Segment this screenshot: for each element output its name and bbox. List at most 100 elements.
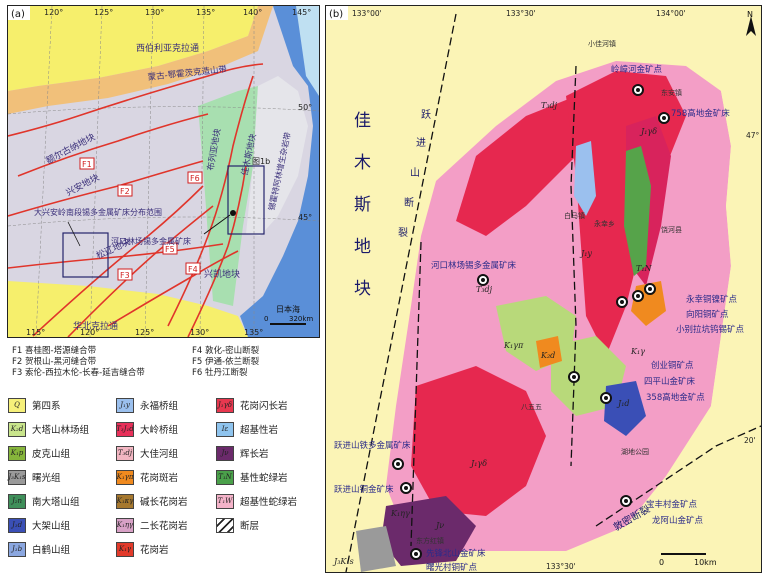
legend-label: 大架山组 xyxy=(32,521,71,532)
town-label: 东方红镇 xyxy=(416,536,444,545)
tick-label: 140° xyxy=(243,8,262,17)
tick-label: 133°30' xyxy=(546,562,576,571)
legend-label: 大岭桥组 xyxy=(140,425,179,436)
legend-item: T₃dj 大佳河组 xyxy=(116,445,178,461)
legend-swatch: J₁γδ xyxy=(216,397,234,413)
block-title-char: 斯 xyxy=(354,195,371,215)
legend-swatch: K₁γ xyxy=(116,541,134,557)
tick-label: 47° xyxy=(746,131,760,140)
tick-label: 45° xyxy=(298,213,312,222)
tick-label: 120° xyxy=(80,328,99,337)
deposit-label: 河口林场锡多金属矿床 xyxy=(431,260,517,271)
fault-name-char: 裂 xyxy=(398,226,408,239)
fault-name-char: 断 xyxy=(404,196,414,209)
geologic-map-svg: 岭嶂河金矿点 758高地金矿床 河口林场锡多金属矿床 永幸铜镍矿点 向阳铜矿点 … xyxy=(326,6,761,572)
tick-label: 145° xyxy=(292,8,311,17)
fault-name-char: 进 xyxy=(416,137,426,149)
callout-text-2: 河口林场锡多金属矿床 xyxy=(111,236,191,246)
tick-label: 20' xyxy=(744,436,756,445)
legend-label: 碱长花岗岩 xyxy=(140,497,188,508)
legend-swatch: K₁γπ xyxy=(116,469,134,485)
deposit-label: 小别拉坑钨锡矿点 xyxy=(676,324,745,335)
deposit-marker-core xyxy=(636,88,640,92)
granodiorite-body-south xyxy=(411,366,546,516)
lithology-legend: Q 第四系 K₂d 大塔山林场组 K₁p 皮克山组 J₃K₁s 曙光组 J₂n 南大塔山组 J₁d 大… xyxy=(8,397,320,572)
fault-label-group: F1 F2 F3 F4 F5 F6 xyxy=(79,157,203,281)
legend-item: K₁γ 花岗岩 xyxy=(116,541,169,557)
deposit-label: 岭嶂河金矿点 xyxy=(611,64,663,75)
panel-b-geologic-map: 岭嶂河金矿点 758高地金矿床 河口林场锡多金属矿床 永幸铜镍矿点 向阳铜矿点 … xyxy=(325,5,762,573)
unit-label: Jν xyxy=(434,521,444,530)
legend-label: 大塔山林场组 xyxy=(32,425,90,436)
legend-swatch: K₁p xyxy=(8,445,26,461)
legend-swatch: J₁d xyxy=(8,517,26,533)
fault-legend-item: F1 喜桂图-塔源缝合带 xyxy=(12,346,97,356)
legend-label: 断层 xyxy=(240,521,260,532)
unit-label: J₁γδ xyxy=(469,459,487,468)
tick-label: 50° xyxy=(298,103,312,112)
tick-label: 135° xyxy=(244,328,263,337)
tick-label: 125° xyxy=(135,328,154,337)
deposit-marker-core xyxy=(648,287,652,291)
town-label: 永幸乡 xyxy=(594,219,615,228)
lon-ticks-bottom: 115° 120° 125° 130° 135° xyxy=(26,328,263,337)
legend-label: 基性蛇绿岩 xyxy=(240,473,288,484)
unit-labels: T₃dj T₃dj J₁γδ J₁y K₁γπ K₂d K₁γ T₁N J₁d … xyxy=(332,101,657,566)
legend-label: 超基性蛇绿岩 xyxy=(240,497,298,508)
unit-label: K₁γ xyxy=(630,347,645,356)
fig-ref-label: 图1b xyxy=(252,157,270,166)
deposit-label: 跃进山铁多金属矿床 xyxy=(334,440,411,451)
tick-label: 120° xyxy=(44,8,63,17)
legend-label: 花岗闪长岩 xyxy=(240,401,288,412)
legend-item: Iε 超基性岩 xyxy=(216,421,278,437)
legend-label: 白鹤山组 xyxy=(32,545,71,556)
legend-swatch: K₁κγ xyxy=(116,493,134,509)
lat-ticks: 50° 45° xyxy=(298,103,312,222)
tick-label: 115° xyxy=(26,328,45,337)
siberian-craton-region xyxy=(8,6,258,91)
scale-zero: 0 xyxy=(659,558,664,567)
fault-legend-item: F5 伊通-依兰断裂 xyxy=(192,357,260,367)
unit-label: T₃dj xyxy=(541,101,558,110)
unit-label: J₁γδ xyxy=(639,127,657,136)
deposit-marker-core xyxy=(404,486,408,490)
legend-item: J₁b 白鹤山组 xyxy=(8,541,70,557)
fault-trace xyxy=(410,241,422,547)
region-label: 华北克拉通 xyxy=(73,320,118,332)
legend-item: K₂d 大塔山林场组 xyxy=(8,421,89,437)
legend-item: 断层 xyxy=(216,517,259,533)
deposit-label: 永幸铜镍矿点 xyxy=(686,294,738,305)
quaternary-right xyxy=(666,76,761,572)
legend-swatch: T₃dj xyxy=(116,445,134,461)
tick-label: 133°30' xyxy=(506,9,536,18)
unit-label: K₁ηγ xyxy=(390,509,410,518)
legend-item: K₁κγ 碱长花岗岩 xyxy=(116,493,188,509)
panel-a-tectonic-map: F1 F2 F3 F4 F5 F6 西伯利亚克拉通 蒙古-鄂霍茨克造山带 额尔古… xyxy=(7,5,320,338)
fault-label: F2 xyxy=(120,187,130,196)
fault-legend-item: F6 牡丹江断裂 xyxy=(192,368,248,378)
unit-label: T₁N xyxy=(636,264,653,273)
fault-label: F4 xyxy=(188,265,198,274)
region-label: 西伯利亚克拉通 xyxy=(136,42,199,54)
legend-item: T₃J₁d 大岭桥组 xyxy=(116,421,178,437)
fault-legend: F1 喜桂图-塔源缝合带 F2 贺根山-黑河缝合带 F3 索伦-西拉木伦-长春-… xyxy=(12,346,317,390)
legend-item: J₂n 南大塔山组 xyxy=(8,493,80,509)
legend-item: J₁d 大架山组 xyxy=(8,517,70,533)
legend-swatch: K₂d xyxy=(8,421,26,437)
study-area-box xyxy=(62,232,109,278)
legend-item: J₁γδ 花岗闪长岩 xyxy=(216,397,288,413)
tick-label: 130° xyxy=(190,328,209,337)
deposit-label: 龙阿山金矿点 xyxy=(652,515,704,526)
deposit-marker-core xyxy=(396,462,400,466)
sea-region xyxy=(240,6,319,337)
shuguang-formation xyxy=(356,526,396,572)
callout-text-1: 大兴安岭南段锡多金属矿床分布范围 xyxy=(34,207,162,217)
town-label: 湖地公园 xyxy=(621,447,649,456)
deposit-label: 先锋北山金矿床 xyxy=(426,548,486,559)
tick-label: 135° xyxy=(196,8,215,17)
scale-max: 320km xyxy=(289,315,313,323)
deposit-markers xyxy=(392,84,670,560)
legend-item: Q 第四系 xyxy=(8,397,61,413)
deposit-marker-core xyxy=(662,116,666,120)
mongol-okhotsk-belt xyxy=(8,6,273,114)
